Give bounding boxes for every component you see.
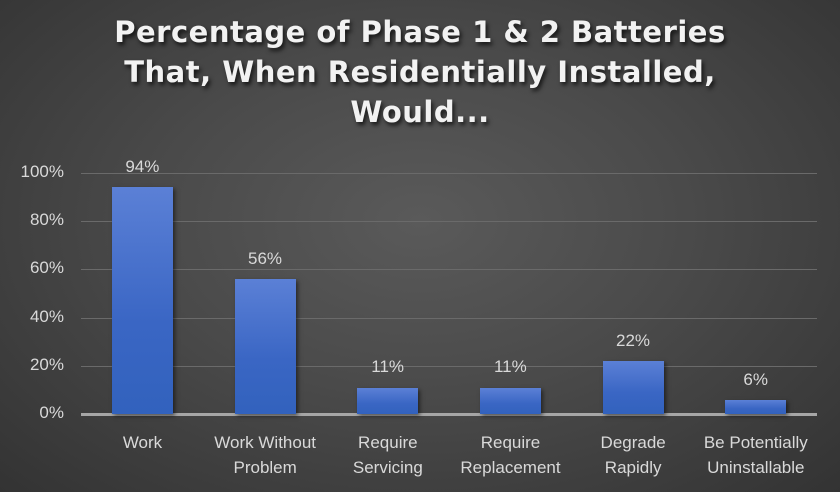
bar — [479, 387, 541, 414]
y-tick-label: 80% — [29, 210, 64, 230]
x-tick-label: Require Replacement — [460, 433, 561, 477]
title-line-3: Would... — [350, 95, 490, 129]
gridline — [81, 173, 817, 174]
bar — [357, 387, 419, 414]
data-label: 11% — [493, 357, 527, 377]
bar — [111, 187, 173, 414]
x-tick-label: Work Without Problem — [214, 433, 317, 477]
y-tick-label: 40% — [29, 306, 64, 326]
data-label: 6% — [743, 369, 768, 389]
data-label: 56% — [247, 249, 283, 269]
chart-title: Percentage of Phase 1 & 2 Batteries That… — [0, 12, 840, 132]
x-tick-label: Require Servicing — [352, 433, 423, 477]
gridline — [81, 221, 817, 223]
y-tick-label: 60% — [29, 258, 64, 278]
gridline — [81, 269, 817, 271]
y-tick-label: 20% — [29, 354, 64, 374]
y-tick-label: 0% — [39, 403, 64, 422]
bar — [725, 399, 787, 414]
gridline — [81, 317, 817, 319]
title-line-2: That, When Residentially Installed, — [124, 55, 716, 89]
data-label: 94% — [125, 157, 160, 177]
y-tick-label: 100% — [20, 162, 64, 181]
gridline — [81, 365, 817, 367]
title-line-1: Percentage of Phase 1 & 2 Batteries — [114, 15, 726, 49]
plot-area: 94% 56% 11% 11% 22% 6% — [81, 157, 817, 416]
data-label: 22% — [615, 330, 651, 350]
bar — [602, 360, 664, 414]
x-tick-label: Work — [122, 433, 163, 452]
bar — [234, 279, 296, 414]
x-tick-label: Be Potentially Uninstallable — [703, 433, 808, 477]
x-tick-label: Degrade Rapidly — [600, 433, 666, 477]
x-axis-line — [81, 413, 817, 416]
data-label: 11% — [371, 357, 405, 377]
